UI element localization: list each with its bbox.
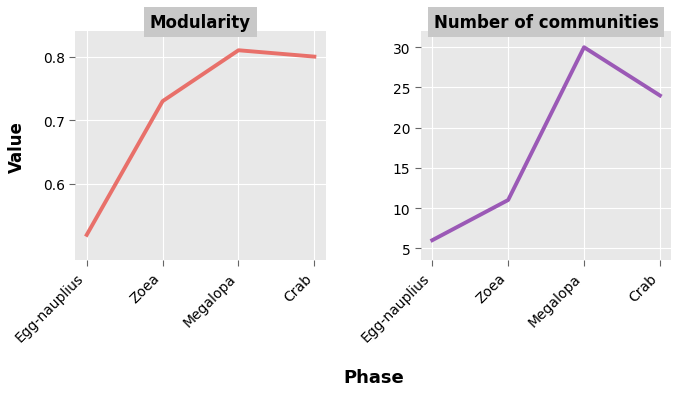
Title: Number of communities: Number of communities: [434, 14, 658, 32]
Text: Phase: Phase: [343, 368, 403, 386]
Title: Modularity: Modularity: [150, 14, 251, 32]
Text: Value: Value: [8, 120, 26, 172]
